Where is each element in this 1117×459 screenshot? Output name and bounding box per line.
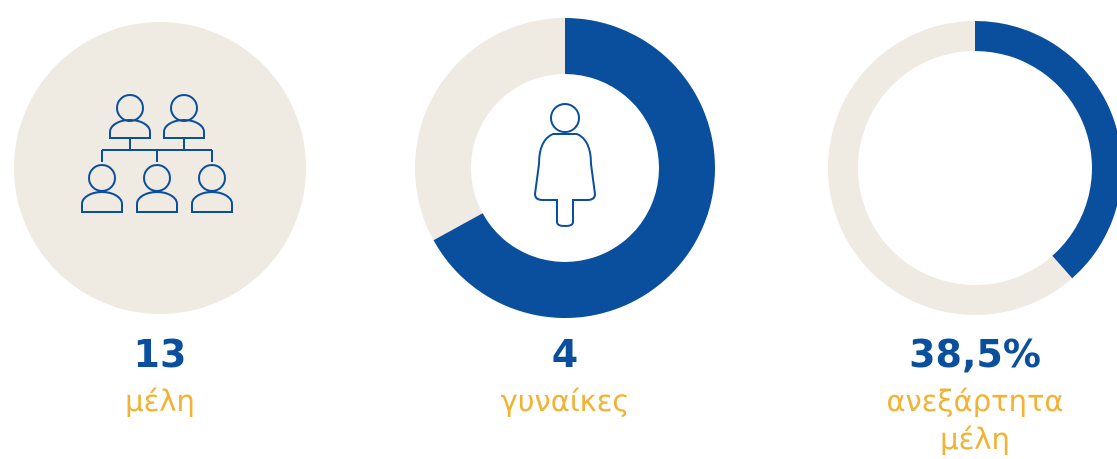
woman-icon — [533, 103, 597, 228]
people-icon — [81, 94, 233, 213]
circle-background — [14, 22, 306, 314]
value: 38,5% — [909, 332, 1041, 376]
donut-arc — [975, 21, 1117, 279]
donut-arc — [433, 18, 715, 318]
label: μέλη — [125, 384, 195, 418]
value: 13 — [133, 332, 187, 376]
label: γυναίκες — [500, 384, 630, 418]
value: 4 — [551, 332, 579, 376]
label: ανεξάρτητα μέλη — [886, 384, 1064, 456]
graphics — [14, 18, 1117, 318]
